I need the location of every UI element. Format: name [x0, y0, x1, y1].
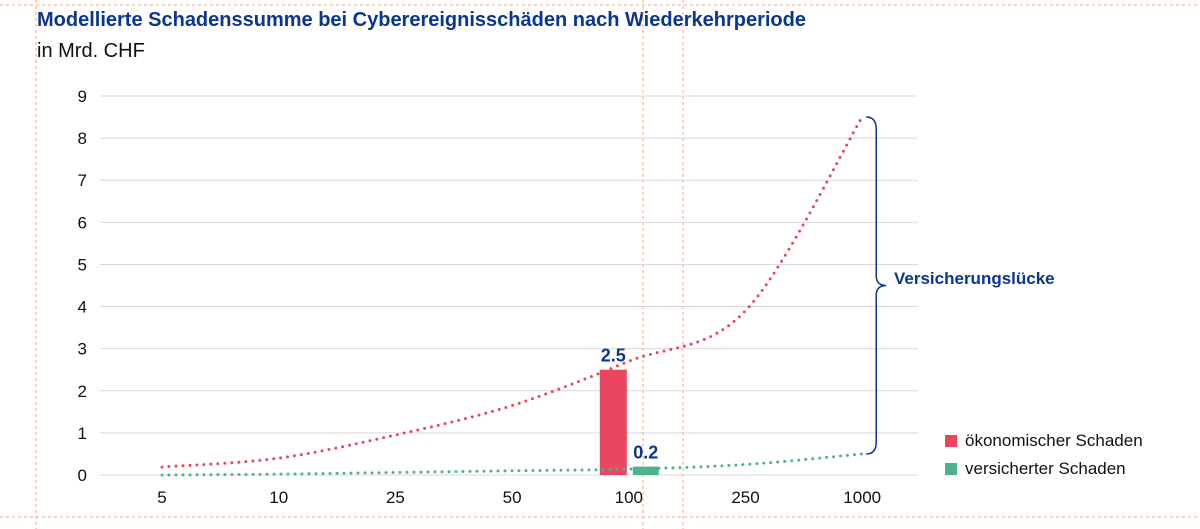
series-line [160, 452, 864, 477]
y-tick-label: 3 [78, 340, 87, 359]
legend-item-oekonomisch: ökonomischer Schaden [945, 431, 1143, 451]
y-tick-label: 1 [78, 424, 87, 443]
bar-data-label: 2.5 [601, 346, 626, 366]
x-tick-label: 250 [731, 488, 759, 507]
y-tick-label: 9 [78, 87, 87, 106]
legend-label: versicherter Schaden [965, 459, 1126, 478]
bar [632, 466, 659, 475]
y-tick-label: 8 [78, 129, 87, 148]
legend-item-versichert: versicherter Schaden [945, 459, 1126, 479]
legend-swatch [945, 463, 957, 475]
legend-label: ökonomischer Schaden [965, 431, 1143, 450]
legend-swatch [945, 435, 957, 447]
bar [599, 369, 627, 475]
x-tick-label: 5 [157, 488, 166, 507]
y-tick-label: 2 [78, 382, 87, 401]
y-tick-label: 4 [78, 298, 87, 317]
y-tick-label: 6 [78, 213, 87, 232]
y-tick-label: 7 [78, 171, 87, 190]
y-tick-label: 0 [78, 466, 87, 485]
x-tick-label: 1000 [843, 488, 881, 507]
x-tick-label: 10 [269, 488, 288, 507]
x-tick-label: 25 [386, 488, 405, 507]
chart-title: Modellierte Schadenssumme bei Cyberereig… [37, 9, 806, 31]
x-tick-label: 50 [503, 488, 522, 507]
brace-icon [866, 116, 887, 455]
bar-data-label: 0.2 [633, 443, 658, 463]
series-line [160, 115, 864, 469]
chart-subtitle: in Mrd. CHF [37, 40, 145, 62]
x-tick-label: 100 [615, 488, 643, 507]
annotation-label: Versicherungslücke [894, 269, 1055, 288]
y-tick-label: 5 [78, 255, 87, 274]
